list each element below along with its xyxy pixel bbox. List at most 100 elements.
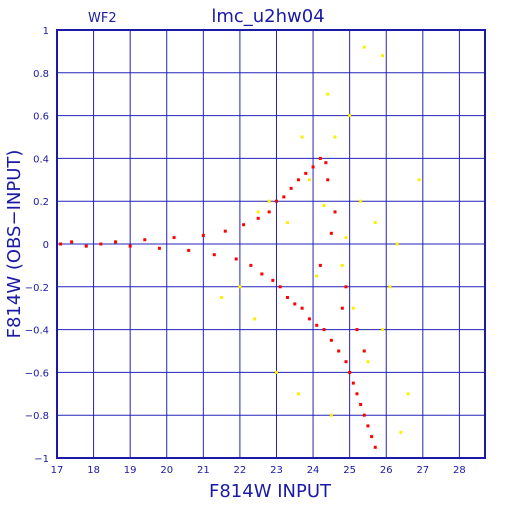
data-point bbox=[348, 370, 352, 374]
data-point bbox=[359, 403, 363, 406]
x-tick-label: 27 bbox=[416, 465, 429, 476]
x-tick-label: 24 bbox=[307, 465, 320, 476]
data-point bbox=[282, 195, 286, 199]
data-point bbox=[326, 92, 330, 96]
data-point bbox=[381, 328, 385, 332]
data-point bbox=[329, 338, 333, 342]
y-tick-label: 0 bbox=[43, 240, 49, 251]
data-point bbox=[318, 263, 322, 267]
data-point bbox=[359, 199, 363, 203]
y-tick-label: 0.6 bbox=[33, 112, 49, 123]
x-tick-label: 28 bbox=[453, 465, 466, 476]
data-point bbox=[187, 248, 191, 252]
data-point bbox=[128, 244, 132, 248]
y-tick-label: −0.8 bbox=[25, 411, 49, 422]
data-point bbox=[366, 424, 370, 428]
plot-frame bbox=[56, 29, 486, 459]
data-point bbox=[362, 413, 366, 417]
data-point bbox=[157, 246, 161, 250]
y-tick-label: −1 bbox=[34, 454, 49, 465]
data-point bbox=[399, 430, 403, 434]
x-tick-label: 20 bbox=[160, 465, 173, 476]
data-point bbox=[300, 135, 304, 139]
data-point bbox=[271, 278, 275, 282]
data-point bbox=[253, 317, 257, 321]
data-point bbox=[355, 328, 359, 332]
data-point bbox=[362, 349, 366, 353]
x-tick-label: 26 bbox=[380, 465, 393, 476]
data-point bbox=[201, 233, 205, 237]
data-point bbox=[381, 54, 385, 58]
data-point bbox=[344, 285, 348, 289]
data-point bbox=[114, 240, 118, 244]
x-axis-title: F814W INPUT bbox=[209, 481, 332, 502]
data-point bbox=[296, 178, 300, 182]
data-points bbox=[59, 45, 421, 449]
data-point bbox=[333, 135, 337, 139]
data-point bbox=[223, 229, 227, 233]
data-point bbox=[70, 240, 74, 244]
data-point bbox=[285, 221, 289, 225]
x-tick-label: 22 bbox=[234, 465, 247, 476]
data-point bbox=[260, 272, 264, 276]
x-tick-label: 25 bbox=[343, 465, 356, 476]
data-point bbox=[318, 156, 322, 160]
y-axis-title: F814W (OBS−INPUT) bbox=[4, 150, 25, 339]
data-point bbox=[322, 203, 326, 207]
data-point bbox=[99, 242, 103, 246]
annotation-label: WF2 bbox=[88, 11, 117, 26]
data-point bbox=[362, 45, 366, 49]
data-point bbox=[212, 253, 216, 257]
data-point bbox=[238, 285, 242, 289]
data-point bbox=[304, 171, 308, 175]
data-point bbox=[296, 392, 300, 396]
data-point bbox=[307, 317, 311, 321]
data-point bbox=[373, 221, 377, 225]
y-tick-label: −0.4 bbox=[25, 326, 49, 337]
data-point bbox=[355, 392, 359, 396]
y-tick-labels: 1 0.8 0.6 0.4 0.2 0 −0.2 −0.4 −0.6 −0.8 −1 bbox=[25, 26, 49, 465]
x-tick-label: 19 bbox=[124, 465, 137, 476]
grid bbox=[57, 30, 485, 458]
y-tick-label: 0.2 bbox=[33, 197, 49, 208]
data-point bbox=[311, 165, 315, 169]
data-point bbox=[307, 178, 311, 182]
data-point bbox=[329, 231, 333, 235]
data-point bbox=[344, 360, 348, 364]
y-tick-label: 0.8 bbox=[33, 69, 49, 80]
y-tick-label: −0.6 bbox=[25, 368, 49, 379]
data-point bbox=[388, 285, 392, 289]
data-point bbox=[333, 210, 337, 214]
data-point bbox=[249, 263, 253, 267]
data-point bbox=[351, 381, 355, 385]
y-tick-label: 1 bbox=[43, 26, 49, 37]
data-point bbox=[285, 296, 289, 299]
data-point bbox=[348, 114, 352, 118]
data-point bbox=[289, 186, 293, 190]
data-point bbox=[370, 435, 374, 439]
data-point bbox=[234, 257, 238, 261]
data-point bbox=[274, 370, 278, 374]
data-point bbox=[267, 199, 271, 203]
data-point bbox=[344, 236, 348, 240]
data-point bbox=[293, 302, 297, 306]
x-tick-labels: 17 18 19 20 21 22 23 24 25 26 27 28 bbox=[51, 465, 466, 476]
x-tick-label: 18 bbox=[87, 465, 100, 476]
data-point bbox=[256, 216, 260, 220]
data-point bbox=[406, 392, 410, 396]
data-point bbox=[373, 445, 377, 449]
data-point bbox=[315, 323, 319, 327]
data-point bbox=[340, 306, 344, 310]
data-point bbox=[242, 223, 246, 227]
data-point bbox=[329, 413, 333, 417]
data-point bbox=[366, 360, 370, 364]
data-point bbox=[278, 285, 282, 289]
data-point bbox=[315, 274, 319, 278]
data-point bbox=[220, 296, 224, 299]
data-point bbox=[143, 238, 147, 242]
data-point bbox=[395, 242, 399, 246]
x-tick-label: 17 bbox=[51, 465, 64, 476]
chart-title: lmc_u2hw04 bbox=[211, 6, 324, 27]
